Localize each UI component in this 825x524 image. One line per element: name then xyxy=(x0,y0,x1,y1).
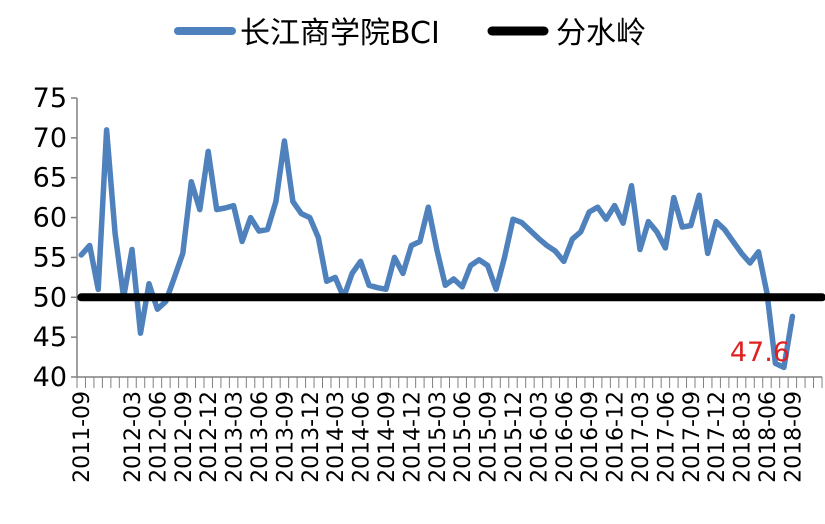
x-tick-label: 2016-12 xyxy=(604,391,629,483)
legend-label-watershed: 分水岭 xyxy=(556,16,646,51)
x-tick-label: 2018-06 xyxy=(756,391,781,483)
y-tick-label: 75 xyxy=(33,83,67,114)
x-tick-label: 2017-09 xyxy=(680,391,705,483)
legend-label-bci: 长江商学院BCI xyxy=(240,16,440,51)
series-line-bci xyxy=(78,127,796,371)
last-value-annotation: 47.6 xyxy=(730,337,790,368)
x-tick-label: 2016-03 xyxy=(527,391,552,483)
y-tick-label: 45 xyxy=(33,322,67,353)
x-tick-label: 2017-03 xyxy=(629,391,654,483)
x-tick-label: 2017-06 xyxy=(654,391,679,483)
x-tick-label: 2015-09 xyxy=(477,391,502,483)
x-tick-label: 2014-09 xyxy=(375,391,400,483)
y-tick-label: 40 xyxy=(33,362,67,393)
y-tick-label: 65 xyxy=(33,163,67,194)
x-tick-label: 2015-03 xyxy=(426,391,451,483)
y-tick-label: 60 xyxy=(33,203,67,234)
x-tick-label: 2018-09 xyxy=(781,391,806,483)
y-tick-label: 50 xyxy=(33,282,67,313)
y-tick-label: 55 xyxy=(33,242,67,273)
x-tick-label: 2013-03 xyxy=(223,391,248,483)
x-tick-label: 2018-03 xyxy=(731,391,756,483)
x-tick-label: 2017-12 xyxy=(705,391,730,483)
x-tick-label: 2013-09 xyxy=(273,391,298,483)
x-tick-label: 2011-09 xyxy=(70,391,95,483)
y-tick-label: 70 xyxy=(33,123,67,154)
plot-area xyxy=(77,127,825,371)
legend: 长江商学院BCI 分水岭 xyxy=(174,16,646,51)
x-tick-label: 2014-06 xyxy=(350,391,375,483)
x-tick-label: 2014-12 xyxy=(400,391,425,483)
x-tick-label: 2014-03 xyxy=(324,391,349,483)
x-tick-label: 2012-09 xyxy=(172,391,197,483)
x-tick-label: 2015-06 xyxy=(451,391,476,483)
x-tick-label: 2016-09 xyxy=(578,391,603,483)
x-tick-label: 2013-12 xyxy=(299,391,324,483)
x-tick-label: 2013-06 xyxy=(248,391,273,483)
x-tick-label: 2012-03 xyxy=(121,391,146,483)
x-tick-label: 2015-12 xyxy=(502,391,527,483)
x-tick-label: 2012-12 xyxy=(197,391,222,483)
x-tick-label: 2016-06 xyxy=(553,391,578,483)
x-tick-label: 2012-06 xyxy=(146,391,171,483)
